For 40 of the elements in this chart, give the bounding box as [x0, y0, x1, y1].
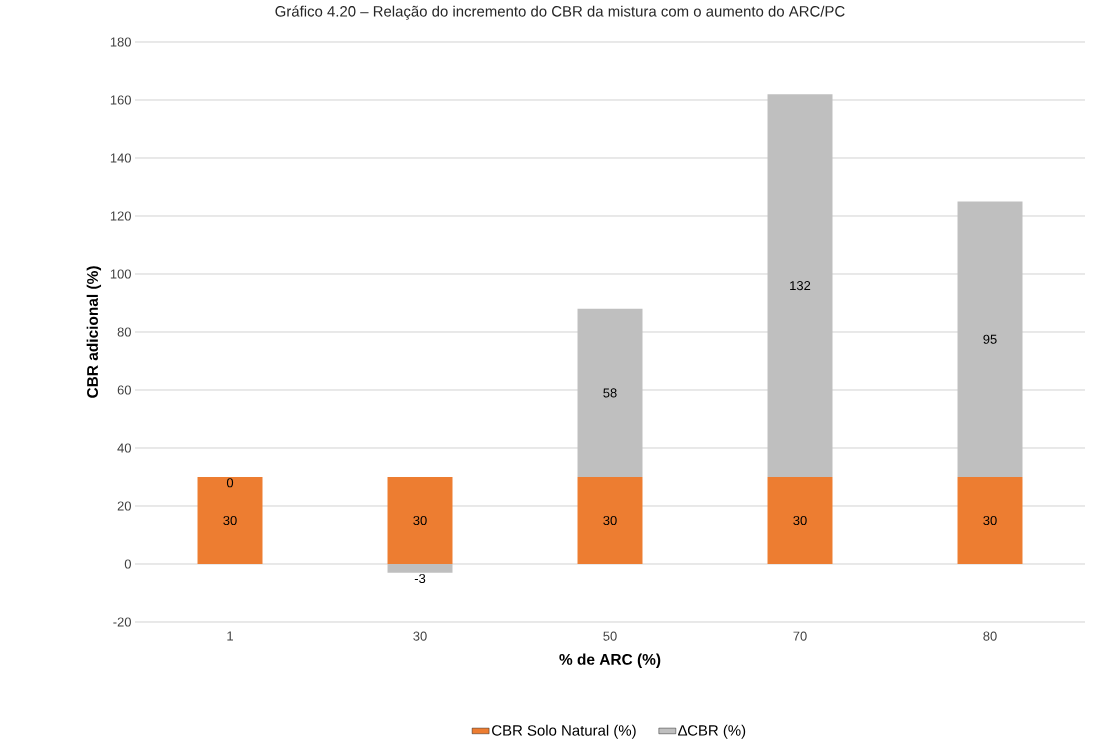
- x-tick-label: 80: [983, 631, 997, 641]
- y-tick-label: 60: [117, 385, 131, 395]
- data-label: 30: [603, 515, 617, 526]
- data-label: 30: [983, 515, 997, 526]
- data-label: 0: [226, 478, 234, 488]
- bar: [767, 94, 833, 477]
- bar: [767, 476, 833, 564]
- bar: [197, 476, 263, 564]
- bar: [577, 308, 643, 477]
- data-label: 30: [223, 515, 237, 526]
- data-label: 58: [603, 388, 617, 398]
- x-tick-label: 1: [227, 631, 233, 641]
- bar: [387, 476, 453, 564]
- legend-label: CBR Solo Natural (%): [492, 724, 636, 739]
- y-tick-label: 120: [110, 211, 131, 221]
- bar: [387, 563, 453, 573]
- y-tick-label: 140: [110, 153, 131, 163]
- y-tick-label: -20: [113, 617, 131, 627]
- x-tick-label: 50: [603, 631, 617, 641]
- x-tick-label: 70: [793, 631, 807, 641]
- bar: [957, 201, 1023, 477]
- x-tick-label: 30: [413, 631, 427, 641]
- y-axis-title: CBR adicional (%): [86, 266, 102, 398]
- y-tick-label: 180: [110, 37, 131, 47]
- data-label: 30: [413, 515, 427, 526]
- y-tick-label: 20: [117, 501, 131, 511]
- y-tick-label: 0: [124, 559, 131, 569]
- legend-label: ∆CBR (%): [678, 724, 746, 739]
- bar: [577, 476, 643, 564]
- data-label: 132: [790, 280, 811, 291]
- bar: [957, 476, 1023, 564]
- data-label: -3: [414, 573, 426, 584]
- x-axis-title: % de ARC (%): [559, 653, 661, 668]
- y-tick-label: 100: [110, 269, 131, 279]
- chart-title: Gráfico 4.20 – Relação do incremento do CBR da mistura com o aumento do ARC/PC: [275, 5, 845, 20]
- data-label: 30: [793, 515, 807, 526]
- data-label: 95: [983, 334, 997, 344]
- y-tick-label: 40: [117, 443, 131, 453]
- y-tick-label: 80: [117, 327, 131, 337]
- y-tick-label: 160: [110, 95, 131, 105]
